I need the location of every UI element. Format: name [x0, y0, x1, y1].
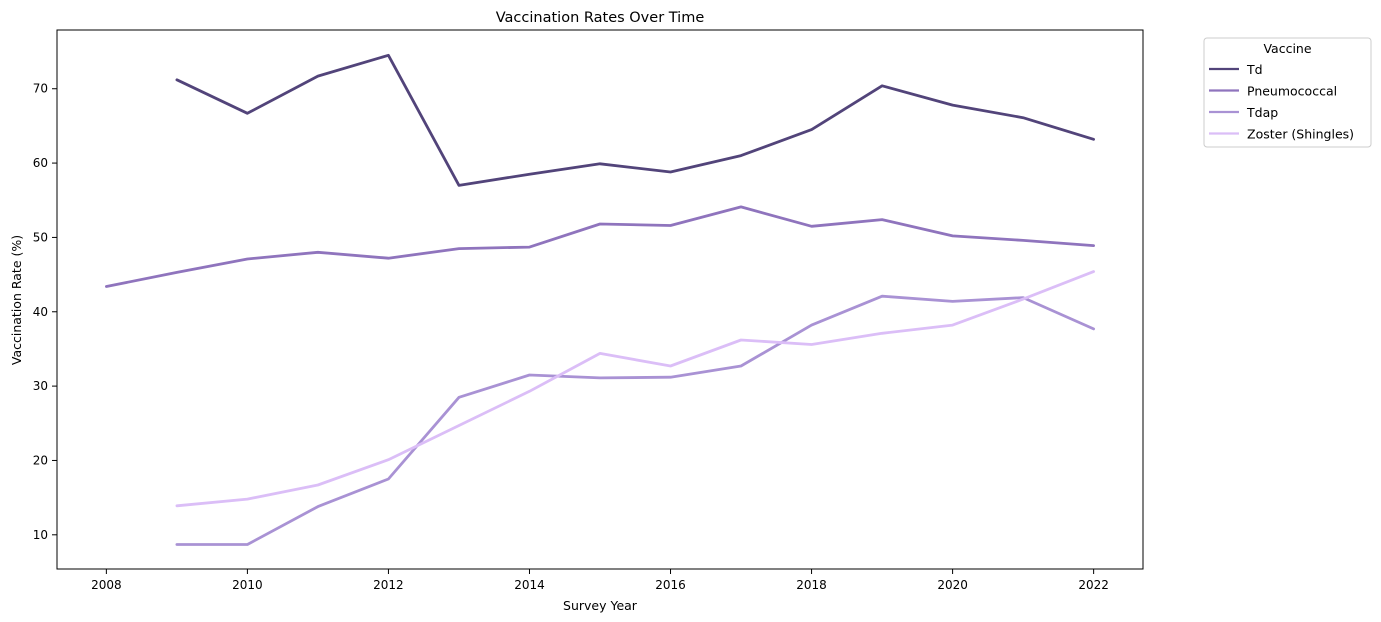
x-tick-label: 2014: [514, 578, 545, 592]
series-line-td: [175, 53, 1095, 187]
y-tick-label: 40: [33, 305, 48, 319]
y-tick-label: 60: [33, 156, 48, 170]
legend-frame: [1203, 37, 1372, 148]
y-axis: 10 20 30 40 50 60 70: [33, 82, 57, 542]
legend-label-pneumococcal: Pneumococcal: [1247, 84, 1337, 99]
x-tick-label: 2016: [655, 578, 686, 592]
legend-label-tdap: Tdap: [1246, 105, 1278, 120]
series-lines: [105, 53, 1095, 546]
x-tick-label: 2022: [1078, 578, 1109, 592]
x-axis-label: Survey Year: [563, 598, 638, 613]
legend-label-zoster-shingles: Zoster (Shingles): [1247, 127, 1354, 142]
legend-title: Vaccine: [1263, 41, 1311, 56]
series-line-tdap: [175, 294, 1095, 546]
plot-frame: [56, 29, 1144, 570]
plot-area: 2008 2010 2012 2014 2016 2018 2020 2022 10 20 30 4…: [33, 29, 1144, 592]
y-tick-label: 70: [33, 82, 48, 96]
x-tick-label: 2008: [91, 578, 122, 592]
y-tick-label: 20: [33, 453, 48, 467]
chart-title: Vaccination Rates Over Time: [496, 10, 705, 26]
y-axis-label: Vaccination Rate (%): [9, 235, 24, 365]
x-tick-label: 2010: [232, 578, 263, 592]
series-line-pneumococcal: [105, 205, 1095, 288]
x-tick-label: 2012: [373, 578, 404, 592]
legend-label-td: Td: [1246, 62, 1263, 77]
y-tick-label: 10: [33, 528, 48, 542]
legend: Vaccine Td Pneumococcal Tdap Zoster (Shingl…: [1203, 37, 1372, 148]
x-axis: 2008 2010 2012 2014 2016 2018 2020 2022: [91, 569, 1109, 592]
y-tick-label: 30: [33, 379, 48, 393]
series-line-zoster-shingles: [175, 270, 1095, 508]
legend-items: Td Pneumococcal Tdap Zoster (Shingles): [1209, 62, 1354, 142]
y-tick-label: 50: [33, 230, 48, 244]
x-tick-label: 2020: [937, 578, 968, 592]
x-tick-label: 2018: [796, 578, 827, 592]
